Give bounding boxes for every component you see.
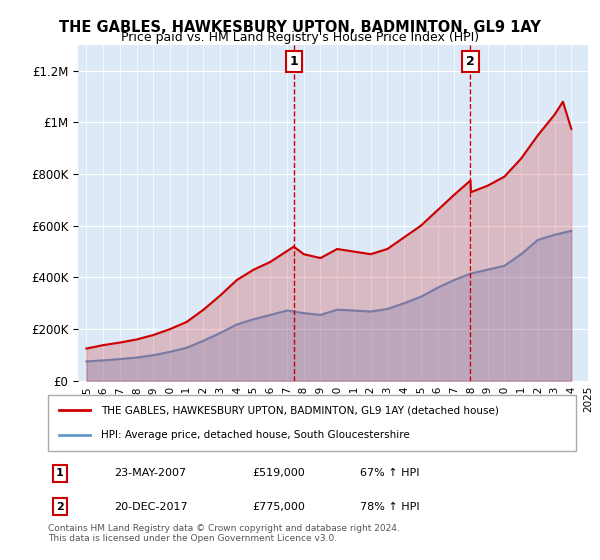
- Text: 23-MAY-2007: 23-MAY-2007: [114, 468, 186, 478]
- Text: Contains HM Land Registry data © Crown copyright and database right 2024.
This d: Contains HM Land Registry data © Crown c…: [48, 524, 400, 543]
- Text: HPI: Average price, detached house, South Gloucestershire: HPI: Average price, detached house, Sout…: [101, 430, 410, 440]
- Text: 67% ↑ HPI: 67% ↑ HPI: [360, 468, 419, 478]
- Text: £775,000: £775,000: [252, 502, 305, 512]
- Text: 1: 1: [56, 468, 64, 478]
- Text: THE GABLES, HAWKESBURY UPTON, BADMINTON, GL9 1AY: THE GABLES, HAWKESBURY UPTON, BADMINTON,…: [59, 20, 541, 35]
- Text: 78% ↑ HPI: 78% ↑ HPI: [360, 502, 419, 512]
- Text: THE GABLES, HAWKESBURY UPTON, BADMINTON, GL9 1AY (detached house): THE GABLES, HAWKESBURY UPTON, BADMINTON,…: [101, 405, 499, 416]
- Text: 1: 1: [289, 55, 298, 68]
- Text: Price paid vs. HM Land Registry's House Price Index (HPI): Price paid vs. HM Land Registry's House …: [121, 31, 479, 44]
- Text: 20-DEC-2017: 20-DEC-2017: [114, 502, 188, 512]
- FancyBboxPatch shape: [48, 395, 576, 451]
- Text: £519,000: £519,000: [252, 468, 305, 478]
- Text: 2: 2: [56, 502, 64, 512]
- Text: 2: 2: [466, 55, 475, 68]
